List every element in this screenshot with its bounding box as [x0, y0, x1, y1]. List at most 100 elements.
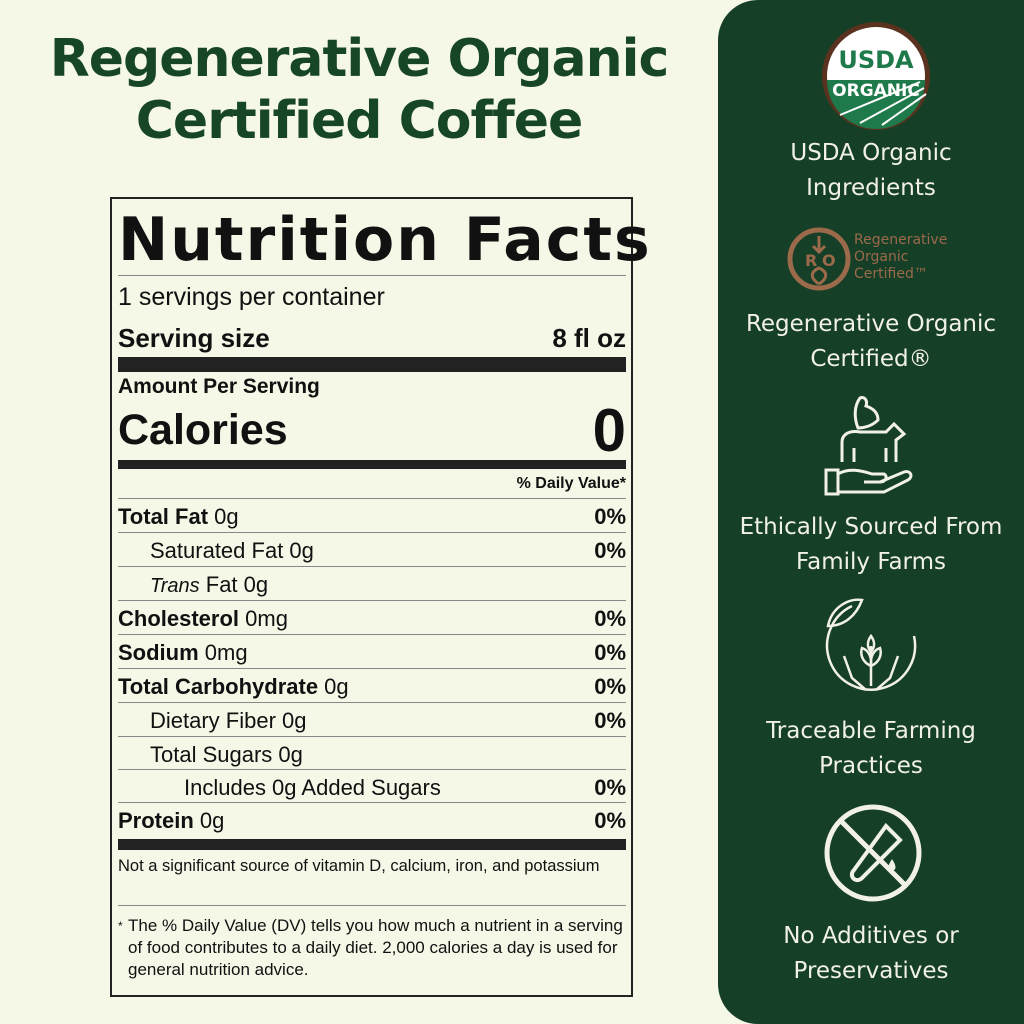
nutrient-row: Includes 0g Added Sugars 0%: [118, 771, 626, 805]
nutrient-name: Total Fat 0g: [118, 504, 239, 530]
nutrient-name: Protein 0g: [118, 808, 224, 834]
seal-organic-text: ORGANIC: [832, 81, 920, 101]
nutrient-bold: Total Carbohydrate: [118, 674, 319, 699]
nutrient-bold: Protein: [118, 808, 194, 833]
divider: [118, 275, 626, 276]
feature-label-line: USDA Organic: [790, 140, 952, 166]
divider: [118, 905, 626, 906]
nutrient-row: Total Sugars 0g: [118, 738, 626, 772]
ro-logo-text: Regenerative: [854, 232, 948, 248]
feature-regenerative-organic: Regenerative Organic Certified®: [718, 307, 1024, 377]
nutrient-italic: Trans: [150, 575, 200, 597]
nutrient-amount: Fat 0g: [199, 572, 269, 597]
serving-size-row: Serving size 8 fl oz: [118, 321, 626, 355]
regenerative-organic-certified-logo-icon: R O Regenerative Organic Certified™: [786, 226, 966, 292]
nutrient-name: Saturated Fat 0g: [118, 538, 314, 564]
nutrition-facts-label: Nutrition Facts 1 servings per container…: [110, 197, 652, 997]
nutrient-amount: Includes 0g Added Sugars: [184, 775, 441, 800]
nutrient-note: Not a significant source of vitamin D, c…: [118, 857, 600, 875]
nutrient-amount: Saturated Fat 0g: [150, 538, 314, 563]
feature-label-line: Practices: [819, 753, 923, 779]
nutrient-amount: 0g: [193, 808, 225, 833]
footnote-text: The % Daily Value (DV) tells you how muc…: [128, 916, 623, 979]
feature-usda-organic: USDA Organic Ingredients: [718, 136, 1024, 206]
amount-per-serving: Amount Per Serving: [118, 375, 320, 398]
nutrient-amount: Total Sugars 0g: [150, 742, 303, 767]
feature-ethically-sourced: Ethically Sourced From Family Farms: [718, 510, 1024, 580]
row-divider: [118, 498, 626, 499]
nutrient-name: Total Carbohydrate 0g: [118, 674, 349, 700]
footnote-star: *: [118, 919, 123, 933]
daily-value-percent: 0%: [594, 504, 626, 529]
row-divider: [118, 566, 626, 567]
feature-label-line: Regenerative Organic: [745, 311, 997, 337]
feature-label-line: Certified®: [810, 346, 932, 372]
nutrient-amount: 0mg: [198, 640, 248, 665]
row-divider: [118, 600, 626, 601]
thick-divider: [118, 839, 626, 850]
feature-no-additives: No Additives or Preservatives: [718, 919, 1024, 989]
daily-value-percent: 0%: [594, 606, 626, 631]
calories-row: Calories 0: [118, 397, 626, 464]
nutrient-name: Includes 0g Added Sugars: [118, 775, 441, 801]
daily-value-percent: 0%: [594, 640, 626, 665]
feature-label-line: Family Farms: [796, 549, 946, 575]
nutrient-row: Sodium 0mg 0%: [118, 636, 626, 670]
row-divider: [118, 634, 626, 635]
nutrient-bold: Cholesterol: [118, 606, 240, 631]
ro-logo-text: Organic: [854, 249, 909, 265]
nutrient-row: Protein 0g 0%: [118, 804, 626, 838]
title-line-2: Certified Coffee: [135, 91, 583, 151]
row-divider: [118, 702, 626, 703]
daily-value-percent: 0%: [594, 708, 626, 733]
feature-label-line: Preservatives: [793, 958, 949, 984]
nutrient-name: Sodium 0mg: [118, 640, 248, 666]
nutrient-amount: 0mg: [239, 606, 288, 631]
thick-divider: [118, 357, 626, 372]
no-additives-icon: [824, 804, 922, 902]
row-divider: [118, 668, 626, 669]
row-divider: [118, 736, 626, 737]
nutrient-amount: 0g: [318, 674, 349, 699]
nutrient-row: Trans Fat 0g: [118, 568, 626, 602]
calories-value: 0: [592, 396, 626, 464]
feature-label-line: No Additives or: [783, 923, 959, 949]
nutrient-amount: 0g: [208, 504, 239, 529]
daily-value-percent: 0%: [594, 808, 626, 833]
serving-size-label: Serving size: [118, 322, 270, 353]
nutrition-heading: Nutrition Facts: [118, 205, 652, 275]
nutrient-bold: Total Fat: [118, 504, 209, 529]
feature-label-line: Ethically Sourced From: [739, 514, 1003, 540]
svg-text:O: O: [822, 251, 836, 270]
hands-with-plant-icon: [825, 598, 917, 691]
daily-value-footnote: * The % Daily Value (DV) tells you how m…: [118, 915, 626, 981]
row-divider: [118, 532, 626, 533]
feature-traceable-farming: Traceable Farming Practices: [718, 714, 1024, 784]
serving-size-value: 8 fl oz: [552, 322, 626, 353]
thick-divider: [118, 460, 626, 469]
nutrient-name: Trans Fat 0g: [118, 572, 268, 598]
nutrient-row: Dietary Fiber 0g 0%: [118, 704, 626, 738]
title-line-1: Regenerative Organic: [49, 29, 670, 89]
nutrient-amount: Dietary Fiber 0g: [150, 708, 307, 733]
daily-value-percent: 0%: [594, 775, 626, 800]
page-title: Regenerative Organic Certified Coffee: [0, 28, 718, 152]
daily-value-header: % Daily Value*: [516, 475, 626, 492]
nutrient-name: Total Sugars 0g: [118, 742, 303, 768]
servings-per-container: 1 servings per container: [118, 283, 385, 311]
hand-with-animals-icon: [824, 396, 913, 496]
daily-value-percent: 0%: [594, 674, 626, 699]
ro-logo-text: Certified™: [854, 266, 928, 282]
row-divider: [118, 802, 626, 803]
features-panel: USDA ORGANIC USDA Organic Ingredients R …: [718, 0, 1024, 1024]
calories-label: Calories: [118, 405, 288, 454]
svg-text:R: R: [805, 251, 817, 270]
nutrient-name: Cholesterol 0mg: [118, 606, 288, 632]
daily-value-percent: 0%: [594, 538, 626, 563]
nutrient-row: Cholesterol 0mg 0%: [118, 602, 626, 636]
feature-label-line: Ingredients: [806, 175, 936, 201]
usda-organic-seal-icon: USDA ORGANIC: [822, 22, 930, 130]
nutrient-bold: Sodium: [118, 640, 199, 665]
nutrient-row: Total Fat 0g 0%: [118, 500, 626, 534]
seal-usda-text: USDA: [838, 46, 914, 74]
